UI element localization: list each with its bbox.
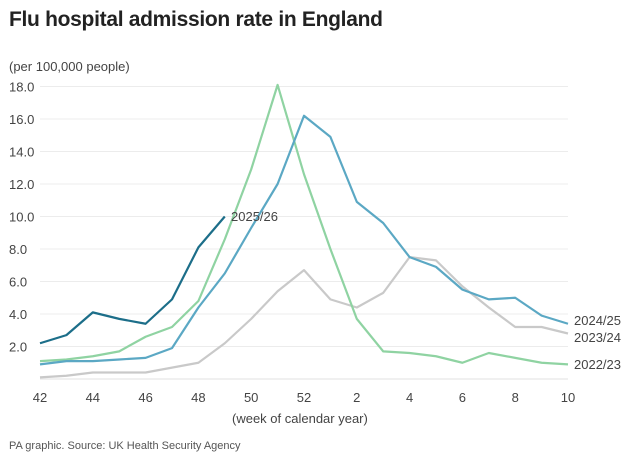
y-tick-label: 6.0 — [9, 275, 27, 290]
series-line-2025-26 — [39, 215, 226, 345]
series-line-2022-23 — [39, 83, 569, 366]
x-tick-label: 6 — [459, 390, 466, 405]
chart-title: Flu hospital admission rate in England — [9, 8, 383, 31]
x-tick-label: 48 — [191, 390, 205, 405]
y-tick-label: 4.0 — [9, 307, 27, 322]
y-tick-label: 12.0 — [9, 177, 34, 192]
x-tick-label: 2 — [353, 390, 360, 405]
series-line-2024-25 — [39, 114, 569, 366]
series-label: 2023/24 — [574, 330, 621, 345]
x-tick-label: 4 — [406, 390, 413, 405]
y-tick-label: 14.0 — [9, 145, 34, 160]
x-tick-label: 46 — [138, 390, 152, 405]
x-tick-label: 52 — [297, 390, 311, 405]
series-label: 2024/25 — [574, 313, 621, 328]
source-note: PA graphic. Source: UK Health Security A… — [9, 440, 241, 452]
x-tick-label: 44 — [86, 390, 100, 405]
x-tick-label: 10 — [561, 390, 575, 405]
y-tick-label: 18.0 — [9, 80, 34, 95]
y-tick-label: 2.0 — [9, 340, 27, 355]
y-tick-label: 16.0 — [9, 112, 34, 127]
x-tick-label: 50 — [244, 390, 258, 405]
y-axis-label: (per 100,000 people) — [9, 59, 130, 74]
y-tick-label: 8.0 — [9, 242, 27, 257]
series-line-2023-24 — [39, 256, 569, 379]
series-label: 2025/26 — [231, 209, 278, 224]
x-tick-label: 42 — [33, 390, 47, 405]
y-tick-label: 10.0 — [9, 210, 34, 225]
x-axis-label: (week of calendar year) — [232, 411, 368, 426]
x-tick-label: 8 — [512, 390, 519, 405]
series-label: 2022/23 — [574, 357, 621, 372]
